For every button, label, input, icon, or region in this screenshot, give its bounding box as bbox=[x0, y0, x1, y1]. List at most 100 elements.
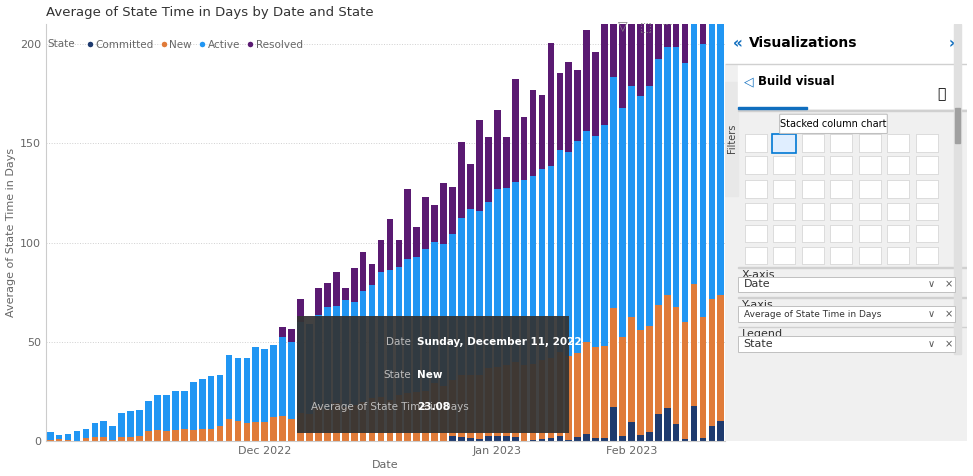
Bar bbox=[288, 328, 295, 342]
Bar bbox=[458, 375, 465, 436]
Bar bbox=[859, 156, 881, 174]
Bar bbox=[476, 210, 483, 375]
Bar bbox=[557, 436, 563, 441]
Text: Sunday, December 11, 2022: Sunday, December 11, 2022 bbox=[416, 337, 582, 347]
Bar bbox=[100, 421, 107, 437]
Bar bbox=[646, 326, 653, 432]
Bar bbox=[351, 405, 357, 441]
Bar bbox=[217, 375, 224, 426]
Bar bbox=[739, 336, 955, 352]
Bar bbox=[619, 108, 626, 337]
Bar bbox=[691, 406, 698, 441]
Bar bbox=[700, 438, 706, 441]
Bar bbox=[100, 437, 107, 441]
Bar bbox=[378, 272, 384, 397]
Bar bbox=[198, 428, 205, 441]
Bar bbox=[637, 330, 644, 436]
Bar bbox=[682, 0, 689, 63]
Bar bbox=[378, 397, 384, 441]
Bar bbox=[154, 395, 161, 430]
Text: ×: × bbox=[945, 339, 953, 349]
Bar bbox=[610, 307, 617, 407]
Bar bbox=[593, 52, 599, 136]
Text: ∨: ∨ bbox=[928, 279, 935, 289]
Text: Average of State Time in Days: Average of State Time in Days bbox=[743, 310, 882, 319]
Bar bbox=[369, 398, 376, 441]
Bar bbox=[774, 180, 795, 198]
Text: Average of State Time in Days: Average of State Time in Days bbox=[310, 402, 468, 412]
Bar bbox=[859, 225, 881, 242]
Bar bbox=[664, 0, 670, 47]
Bar bbox=[887, 225, 910, 242]
Bar bbox=[450, 436, 456, 441]
Bar bbox=[467, 375, 474, 438]
Bar bbox=[548, 438, 555, 441]
Bar bbox=[664, 47, 670, 295]
Bar bbox=[243, 358, 250, 423]
Bar bbox=[700, 44, 706, 317]
Bar bbox=[700, 0, 706, 44]
Bar bbox=[655, 305, 662, 414]
Bar bbox=[136, 436, 143, 441]
Bar bbox=[700, 317, 706, 438]
Bar bbox=[682, 439, 689, 441]
Bar bbox=[830, 225, 852, 242]
Text: Date: Date bbox=[743, 279, 771, 289]
Bar bbox=[136, 410, 143, 436]
Bar bbox=[672, 48, 679, 307]
Bar bbox=[521, 365, 527, 441]
Bar bbox=[637, 0, 644, 96]
Bar bbox=[431, 383, 438, 441]
Bar bbox=[859, 247, 881, 264]
Bar bbox=[378, 240, 384, 272]
Bar bbox=[217, 426, 224, 441]
Bar bbox=[342, 288, 348, 300]
Bar bbox=[512, 437, 519, 441]
Bar bbox=[548, 43, 555, 166]
Bar bbox=[414, 227, 420, 257]
Bar bbox=[619, 337, 626, 436]
Bar bbox=[467, 438, 474, 441]
Bar bbox=[74, 431, 81, 441]
Bar bbox=[628, 422, 634, 441]
Bar bbox=[628, 317, 634, 422]
Bar bbox=[529, 364, 536, 440]
Bar bbox=[887, 203, 910, 220]
Bar bbox=[593, 347, 599, 437]
Bar bbox=[584, 434, 590, 441]
Bar bbox=[512, 362, 519, 437]
Bar bbox=[55, 438, 62, 441]
Bar bbox=[802, 203, 824, 220]
Bar bbox=[440, 387, 447, 441]
Text: ∨: ∨ bbox=[928, 309, 935, 319]
Bar bbox=[672, 0, 679, 48]
Bar bbox=[628, 0, 634, 86]
Bar bbox=[672, 307, 679, 424]
Bar bbox=[476, 439, 483, 441]
Bar bbox=[739, 307, 955, 322]
Bar bbox=[450, 380, 456, 436]
Bar bbox=[270, 417, 277, 441]
Bar bbox=[682, 322, 689, 439]
Bar bbox=[859, 134, 881, 152]
Bar bbox=[744, 134, 767, 152]
Bar bbox=[65, 434, 71, 440]
Bar bbox=[458, 142, 465, 218]
Bar bbox=[333, 272, 340, 307]
Bar bbox=[744, 225, 767, 242]
Bar bbox=[637, 436, 644, 441]
Bar bbox=[802, 180, 824, 198]
Bar bbox=[717, 295, 724, 421]
Bar bbox=[584, 342, 590, 434]
Bar bbox=[458, 218, 465, 375]
Text: Y-axis: Y-axis bbox=[741, 299, 774, 309]
Bar bbox=[664, 408, 670, 441]
Text: State: State bbox=[48, 39, 75, 49]
Bar bbox=[226, 419, 233, 441]
Bar bbox=[916, 225, 938, 242]
Text: ×: × bbox=[945, 309, 953, 319]
Bar bbox=[691, 284, 698, 406]
Bar bbox=[830, 156, 852, 174]
Bar bbox=[565, 62, 572, 152]
Text: ⬚: ⬚ bbox=[640, 20, 652, 33]
